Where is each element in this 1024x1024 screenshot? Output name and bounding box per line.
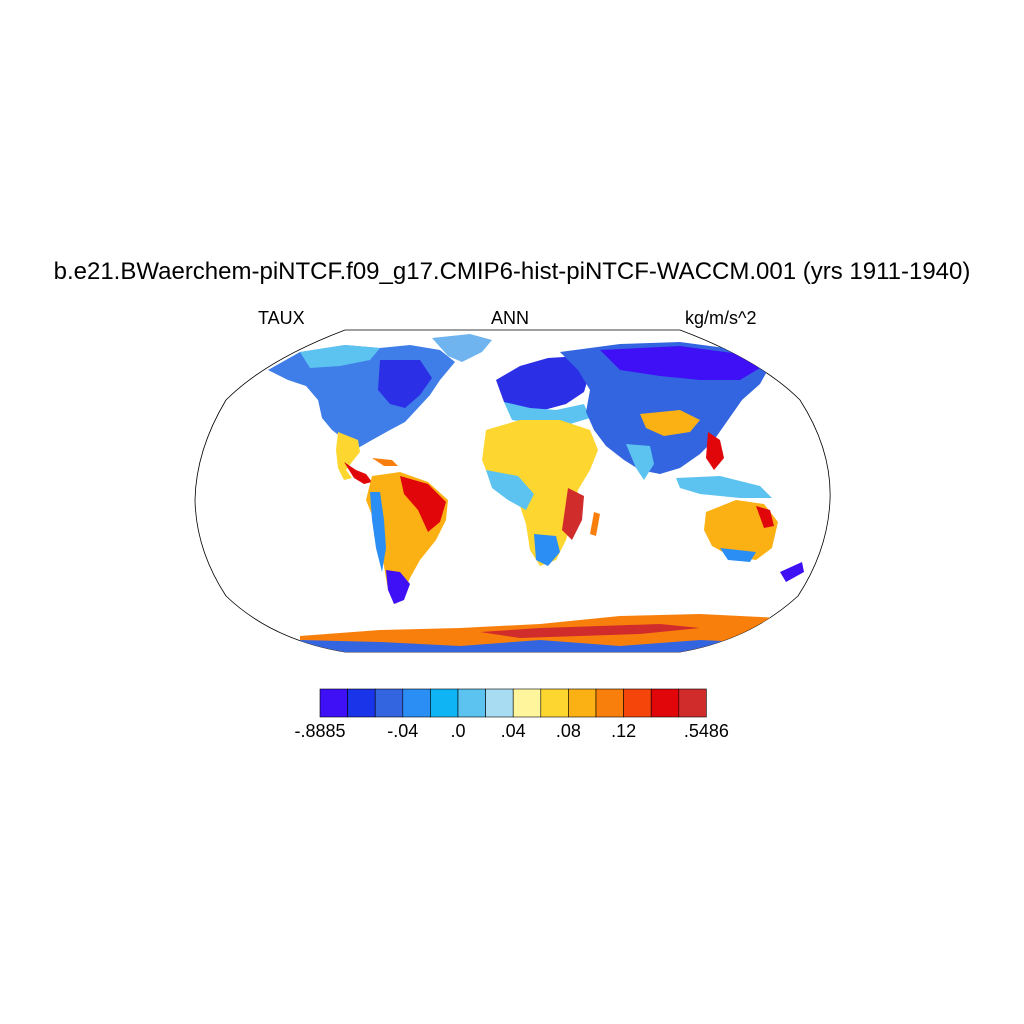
land-patagonia [386,570,410,604]
colorbar-swatch [595,688,624,718]
land-greenland [432,334,492,362]
land-siberia [600,346,760,380]
colorbar-tick-label: .04 [501,721,526,741]
colorbar-swatch [650,688,680,718]
colorbar-tick-label: .5486 [684,721,729,741]
land-madagascar [590,512,600,536]
land-canada-north [300,345,380,368]
land-europe [496,356,590,412]
land-antarctica-interior [480,624,700,638]
units-label: kg/m/s^2 [685,308,757,328]
land-mexico [336,432,360,480]
land-australia-east [756,506,774,528]
land-central-america [344,462,372,484]
land-east-asia-coast [706,432,724,470]
colorbar-swatch [512,688,542,718]
colorbar-swatch [623,688,652,718]
colorbar-swatch [430,688,459,718]
colorbar-swatch [374,688,404,718]
land-caribbean [372,458,398,466]
colorbar-swatch [457,688,486,718]
variable-label: TAUX [258,308,305,328]
land-amazon-east [400,476,446,532]
land-new-zealand [780,562,804,582]
colorbar-swatch [540,688,569,718]
land-europe-south [504,402,590,424]
colorbar-tick-label: .0 [450,721,465,741]
land-africa-south [534,534,560,566]
land-north-america-east [378,360,432,408]
colorbar-swatch [402,688,431,718]
colorbar-tick-label: .08 [556,721,581,741]
colorbar [319,688,707,718]
land-tibet [640,410,700,436]
plot-title: b.e21.BWaerchem-piNTCF.f09_g17.CMIP6-his… [53,258,971,285]
colorbar-tick-label: -.8885 [294,721,345,741]
colorbar-tick-label: .12 [611,721,636,741]
land-fields [268,334,804,652]
land-andes [370,492,386,572]
colorbar-swatch [485,688,514,718]
land-australia-south [720,548,756,562]
colorbar-tick-label: -.04 [387,721,418,741]
colorbar-swatch [678,688,707,718]
land-india [626,444,654,480]
land-africa-east [562,488,584,540]
colorbar-labels: -.8885 -.04 .0 .04 .08 .12 .5486 [294,721,728,741]
colorbar-swatch [347,688,376,718]
season-label: ANN [491,308,530,328]
land-indonesia [676,476,772,498]
land-antarctica-coast [300,640,790,652]
colorbar-swatch [568,688,597,718]
colorbar-swatch [319,688,348,718]
land-africa-west [486,470,534,510]
